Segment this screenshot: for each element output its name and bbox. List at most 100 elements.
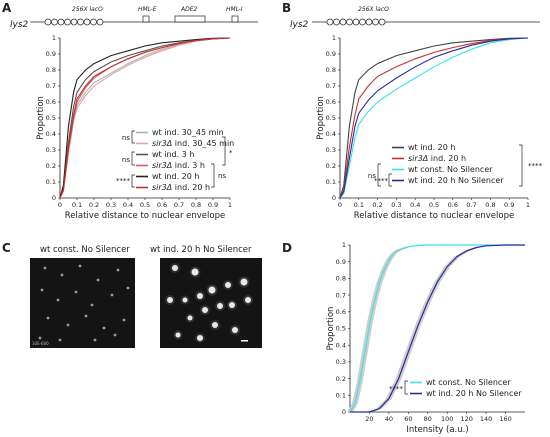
x-tick-label: 0.6 xyxy=(448,201,458,209)
y-tick-label: 0.6 xyxy=(336,308,346,316)
cell-spot xyxy=(90,303,94,307)
ade2-label: ADE2 xyxy=(180,6,198,13)
y-tick-label: 0.8 xyxy=(326,66,336,74)
cell-spot xyxy=(116,268,120,272)
x-tick-label: 0.9 xyxy=(504,201,514,209)
cell-spot xyxy=(191,268,199,276)
laco-repeat xyxy=(339,18,347,26)
y-tick-label: 0.9 xyxy=(336,258,346,266)
sig-bracket-d1 xyxy=(404,380,408,395)
y-tick-label: 0.9 xyxy=(46,50,56,58)
series-line xyxy=(59,37,231,199)
cell-spot xyxy=(122,318,126,322)
y-tick-label: 0.2 xyxy=(46,162,56,170)
sig-bracket-b2 xyxy=(388,173,392,187)
cell-spot xyxy=(232,327,238,333)
x-axis-label: Intensity (a.u.) xyxy=(406,425,468,435)
cell-spot xyxy=(93,338,97,342)
x-tick-label: 0.4 xyxy=(410,201,420,209)
x-tick-label: 0.1 xyxy=(72,201,82,209)
laco-repeat xyxy=(326,18,334,26)
laco-array-a xyxy=(44,18,104,26)
sig-label-a5: ns xyxy=(218,172,226,180)
sig-label-d1: **** xyxy=(389,385,404,393)
cell-spot xyxy=(229,302,235,308)
x-tick-label: 20 xyxy=(365,415,373,423)
laco-repeat xyxy=(365,18,373,26)
cell-spot xyxy=(40,288,44,292)
x-tick-label: 160 xyxy=(499,415,511,423)
x-tick-label: 0.6 xyxy=(157,201,167,209)
cell-spot xyxy=(217,303,223,309)
legend-label-rest: ind. 30_45 min xyxy=(172,139,234,148)
cell-spot xyxy=(46,316,50,320)
cell-spot xyxy=(56,298,60,302)
y-axis-label: Proportion xyxy=(316,96,326,140)
laco-repeat xyxy=(378,18,386,26)
cell-spot xyxy=(84,314,88,318)
x-tick-label: 0.5 xyxy=(140,201,150,209)
series-line xyxy=(339,37,529,199)
sig-bracket-a2 xyxy=(131,151,135,166)
x-tick-label: 0.4 xyxy=(123,201,133,209)
micrograph-left-title: wt const. No Silencer xyxy=(40,245,130,255)
panel-letter-d: D xyxy=(282,241,292,255)
cell-spot xyxy=(240,278,248,286)
x-tick-label: 0 xyxy=(338,201,342,209)
cell-spot xyxy=(110,293,114,297)
cell-spot xyxy=(60,273,64,277)
laco-label-a: 256X lacO xyxy=(72,6,103,13)
cells-right xyxy=(165,263,253,343)
legend-label: wt ind. 30_45 min xyxy=(152,128,224,137)
cell-spot xyxy=(212,322,218,328)
sig-bracket-a3 xyxy=(222,136,226,166)
sig-bracket-a5 xyxy=(211,163,215,188)
series-line xyxy=(59,37,231,199)
sig-label-a2: ns xyxy=(122,156,130,164)
locus-diagram-b: lys2 256X lacO xyxy=(290,6,540,30)
laco-repeat xyxy=(83,18,91,26)
x-tick-label: 0.2 xyxy=(89,201,99,209)
panel-letter-c: C xyxy=(2,241,11,255)
legend-label: sir3Δ ind. 20 h xyxy=(408,154,466,163)
y-tick-label: 0.7 xyxy=(336,291,346,299)
x-tick-label: 1 xyxy=(526,201,530,209)
sig-label-b2: **** xyxy=(374,177,389,185)
laco-repeat xyxy=(90,18,97,26)
x-tick-label: 100 xyxy=(441,415,453,423)
hmli-label: HML-I xyxy=(226,6,243,13)
x-tick-label: 0.1 xyxy=(354,201,364,209)
x-tick-label: 120 xyxy=(460,415,472,423)
chart-b: 0 0.1 0.2 0.3 0.4 0.5 0.6 0.7 0.8 0.9 1 0 0.1 0.2 0.3 0… xyxy=(316,34,543,221)
cell-spot xyxy=(197,293,203,299)
legend-label: sir3Δ ind. 20 h xyxy=(152,183,210,192)
y-tick-label: 0.1 xyxy=(336,392,346,400)
x-tick-label: 80 xyxy=(424,415,432,423)
y-tick-label: 0.5 xyxy=(46,114,56,122)
x-tick-label: 0 xyxy=(58,201,62,209)
locus-diagram-a: lys2 256X lacO HML-E ADE2 HML-I xyxy=(10,6,258,30)
micrograph-left xyxy=(30,258,135,348)
cell-spot xyxy=(167,297,173,303)
locus-name-a: lys2 xyxy=(10,20,29,30)
series-line xyxy=(339,37,529,199)
laco-repeat xyxy=(57,18,65,26)
y-tick-label: 0.9 xyxy=(326,50,336,58)
y-tick-label: 1 xyxy=(52,34,56,42)
laco-array-b xyxy=(326,18,386,26)
legend-label: sir3Δ ind. 3 h xyxy=(152,161,205,170)
series-line xyxy=(59,37,231,199)
legend-label: wt ind. 20 h xyxy=(408,143,455,152)
y-tick-label: 1 xyxy=(342,241,346,249)
laco-repeat xyxy=(51,18,58,26)
legend-label: wt ind. 20 h No Silencer xyxy=(408,176,504,185)
panel-letter-b: B xyxy=(282,1,291,15)
x-tick-label: 0.8 xyxy=(191,201,201,209)
laco-repeat xyxy=(352,18,360,26)
legend-label-italic: sir3Δ xyxy=(152,161,172,170)
micrograph-stamp: 10E-600 xyxy=(32,341,49,346)
legend-label-italic: sir3Δ xyxy=(408,154,428,163)
y-tick-label: 0.3 xyxy=(326,146,336,154)
series-line xyxy=(59,37,231,199)
